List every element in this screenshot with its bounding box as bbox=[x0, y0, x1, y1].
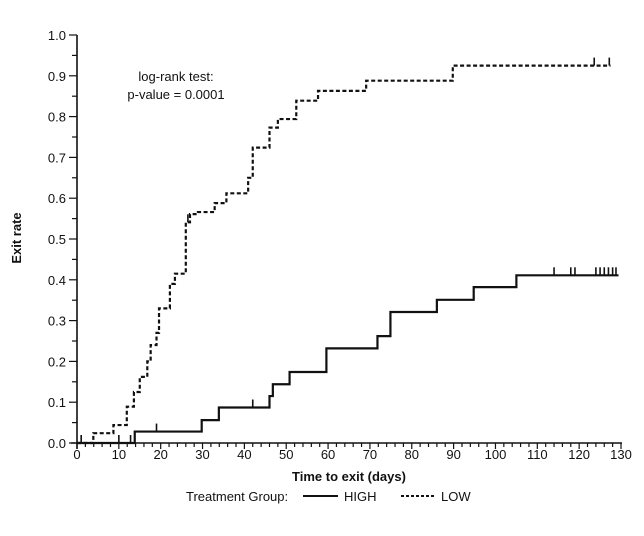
series-high bbox=[77, 267, 619, 445]
y-tick-label: 0.6 bbox=[48, 191, 66, 206]
x-axis-title: Time to exit (days) bbox=[292, 469, 406, 484]
y-tick-label: 1.0 bbox=[48, 28, 66, 43]
legend-label-low: LOW bbox=[441, 489, 471, 504]
y-tick-label: 0.3 bbox=[48, 314, 66, 329]
x-tick-label: 0 bbox=[73, 447, 80, 462]
y-tick-label: 0.9 bbox=[48, 69, 66, 84]
step-line-high bbox=[77, 274, 619, 445]
y-tick-label: 0.7 bbox=[48, 150, 66, 165]
legend: Treatment Group: HIGH LOW bbox=[186, 489, 471, 504]
x-tick-label: 50 bbox=[279, 447, 293, 462]
y-tick-label: 0.0 bbox=[48, 436, 66, 451]
x-tick-label: 120 bbox=[568, 447, 590, 462]
series-low bbox=[77, 57, 611, 445]
series-layer bbox=[77, 57, 619, 445]
x-tick-label: 90 bbox=[446, 447, 460, 462]
x-tick-label: 20 bbox=[153, 447, 167, 462]
y-tick-label: 0.2 bbox=[48, 354, 66, 369]
y-axis-title: Exit rate bbox=[9, 212, 24, 263]
step-line-low bbox=[77, 64, 611, 445]
axes: 0 10 20 30 40 50 60 70 80 90 100 110 120 130 0.0 0.1 0.2… bbox=[48, 28, 632, 462]
annotation-line-2: p-value = 0.0001 bbox=[127, 87, 224, 102]
x-tick-label: 100 bbox=[485, 447, 507, 462]
legend-label-high: HIGH bbox=[344, 489, 377, 504]
y-tick-label: 0.4 bbox=[48, 273, 66, 288]
x-tick-label: 110 bbox=[527, 447, 548, 462]
x-tick-label: 70 bbox=[363, 447, 377, 462]
x-tick-label: 10 bbox=[112, 447, 126, 462]
x-tick-label: 130 bbox=[610, 447, 632, 462]
annotation-line-1: log-rank test: bbox=[138, 69, 213, 84]
y-tick-label: 0.1 bbox=[48, 395, 66, 410]
y-tick-label: 0.8 bbox=[48, 110, 66, 125]
x-tick-label: 40 bbox=[237, 447, 251, 462]
y-tick-label: 0.5 bbox=[48, 232, 66, 247]
x-tick-label: 60 bbox=[321, 447, 335, 462]
x-tick-label: 30 bbox=[195, 447, 209, 462]
x-tick-label: 80 bbox=[405, 447, 419, 462]
legend-title: Treatment Group: bbox=[186, 489, 288, 504]
